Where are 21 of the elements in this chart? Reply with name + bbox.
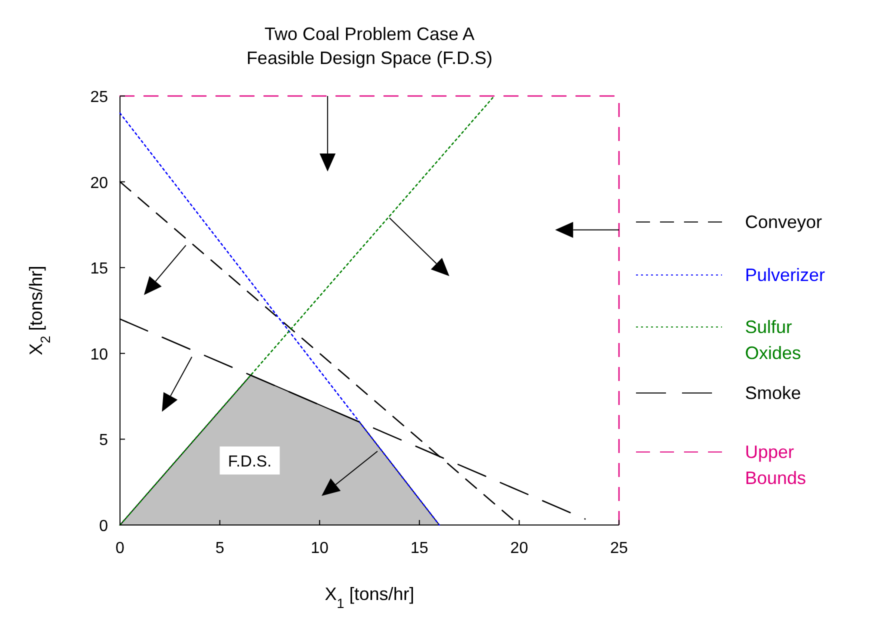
legend-label: Pulverizer xyxy=(745,265,826,285)
x-tick-label: 15 xyxy=(410,540,428,557)
x-tick-label: 5 xyxy=(215,540,224,557)
y-tick-label: 15 xyxy=(90,260,108,278)
y-tick-label: 5 xyxy=(99,432,108,450)
annotation: F.D.S. xyxy=(228,454,272,471)
y-tick-label: 10 xyxy=(90,346,108,364)
x-axis-title: X$_{1}$ [tons/hr] xyxy=(324,584,414,610)
legend-label: Conveyor xyxy=(745,212,822,232)
x-tick-label: 10 xyxy=(310,540,329,557)
y-tick-label: 20 xyxy=(90,174,108,192)
legend-label: Smoke xyxy=(745,383,802,403)
chart-subtitle: Feasible Design Space (F.D.S) xyxy=(246,48,493,68)
x-tick-label: 20 xyxy=(510,540,528,557)
legend-label: Sulfur Oxides xyxy=(745,317,802,363)
x-tick-label: 0 xyxy=(116,540,125,557)
y-tick-label: 0 xyxy=(99,518,108,535)
x-tick-label: 25 xyxy=(610,540,628,557)
chart-title: Two Coal Problem Case A xyxy=(264,24,475,44)
y-tick-label: 25 xyxy=(90,89,108,106)
legend-label: Upper Bounds xyxy=(745,442,806,488)
